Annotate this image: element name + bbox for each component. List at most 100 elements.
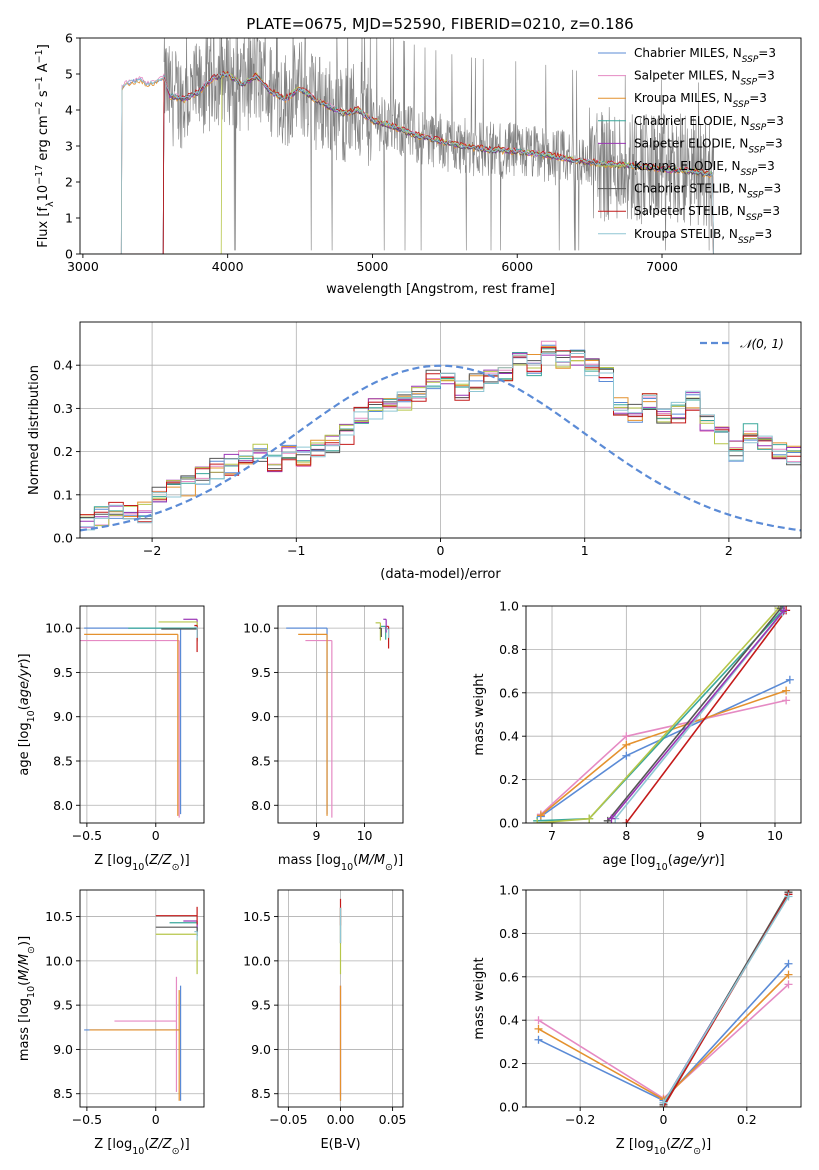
- axes-spectrum: 3000 4000 5000 6000 7000 0 1 2 3 4 5 6 Chabrier MILE…: [34, 31, 802, 297]
- plot-area: [533, 606, 794, 823]
- legend-label: Salpeter MILES, NSSP=3: [634, 69, 775, 88]
- label-part: (: [17, 981, 32, 986]
- y-tick-label: 0.2: [499, 772, 519, 787]
- label-part: Z [log: [616, 1137, 654, 1152]
- x-axis-label: Z [log10(Z/Z⊙)]: [616, 1137, 711, 1157]
- label-part: Z/Z: [148, 853, 172, 868]
- errorbar-salpeter-elodie: [383, 618, 387, 633]
- label-part: age/yr: [673, 853, 716, 868]
- series-kroupa-stelib: [611, 608, 787, 823]
- y-tick-label: 0.4: [499, 1013, 519, 1028]
- errorbar-salpeter-miles: [80, 639, 180, 818]
- errorbar-salpeter-miles: [114, 976, 178, 1092]
- y-tick-label: 8.0: [251, 798, 271, 813]
- legend-label: Chabrier STELIB, NSSP=3: [634, 182, 781, 201]
- series-line: [610, 609, 785, 820]
- label-part: 10: [26, 710, 37, 722]
- series-salpeter-miles: [536, 696, 791, 819]
- axes-age-vs-metallicity: −0.5 08.08.59.09.510.0Z [log10(Z/Z⊙)]age …: [17, 605, 205, 873]
- axes-frame: [79, 889, 205, 1108]
- x-tick-label: 0: [152, 828, 160, 843]
- plot-area: [534, 890, 793, 1107]
- observed-spectrum: [163, 38, 715, 251]
- y-tick-label: 0.4: [499, 729, 519, 744]
- y-tick-label: 1.0: [499, 599, 519, 614]
- legend-tail: =3: [757, 69, 775, 83]
- x-tick-label: −0.5: [72, 1112, 102, 1127]
- x-tick-label: 0: [660, 1112, 668, 1127]
- y-axis-label: mass [log10(M/M⊙)]: [17, 936, 37, 1061]
- errorbar-chabrier-stelib: [378, 627, 382, 637]
- axis: 9 10 8.0 8.5 9.0 9.5 10.0: [243, 605, 404, 843]
- label-part: −2: [34, 101, 45, 115]
- y-tick-label: 0.6: [499, 969, 519, 984]
- x-axis-label: E(B-V): [320, 1137, 360, 1152]
- x-tick-label: 0: [152, 1112, 160, 1127]
- x-tick-label: 3000: [67, 259, 99, 274]
- series-marker: [534, 1024, 543, 1033]
- label-part: Z [log: [94, 853, 132, 868]
- label-part: (: [144, 853, 149, 868]
- series-marker: [534, 1016, 543, 1025]
- x-tick-label: 1: [581, 543, 589, 558]
- label-part: Z/Z: [670, 1137, 694, 1152]
- plot-area: [286, 618, 390, 818]
- legend: 𝒩(0, 1): [700, 337, 784, 351]
- x-axis-label: wavelength [Angstrom, rest frame]: [326, 282, 555, 297]
- x-tick-label: 9: [697, 828, 705, 843]
- series-line: [537, 609, 783, 822]
- y-tick-label: 0.0: [53, 531, 73, 546]
- series-marker: [622, 819, 631, 823]
- series-marker: [536, 811, 545, 820]
- label-part: 10: [656, 862, 668, 873]
- y-tick-label: 3: [65, 139, 73, 154]
- series-marker: [782, 686, 791, 695]
- x-axis-label: Z [log10(Z/Z⊙)]: [94, 1137, 189, 1157]
- label-part: 10: [26, 986, 37, 998]
- errorbar-kroupa-elodie: [155, 933, 198, 975]
- y-tick-label: 9.0: [251, 1042, 271, 1057]
- histogram-chabrier-elodie: [80, 348, 801, 519]
- y-tick-label: 9.5: [251, 665, 271, 680]
- label-part: ⊙: [172, 862, 180, 873]
- series-chabrier-stelib: [603, 606, 785, 823]
- x-tick-label: −2: [143, 543, 161, 558]
- errorbar-chabrier-stelib: [161, 628, 198, 638]
- x-tick-label: −0.05: [269, 1112, 307, 1127]
- y-axis-label: Normed distribution: [27, 365, 42, 495]
- errorbar-salpeter-miles: [305, 639, 333, 818]
- y-tick-label: 8.5: [251, 1086, 271, 1101]
- legend-main: Salpeter MILES, N: [634, 69, 741, 83]
- x-axis-label: age [log10(age/yr)]: [602, 853, 724, 873]
- y-axis-label: age [log10(age/yr)]: [17, 653, 37, 775]
- x-tick-label: 8: [622, 828, 630, 843]
- label-part: 10: [132, 862, 144, 873]
- legend-main: Chabrier MILES, N: [634, 46, 742, 60]
- errorbar-chabrier-miles: [84, 985, 182, 1101]
- x-tick-label: 0.05: [379, 1112, 407, 1127]
- legend-sub: SSP: [738, 236, 755, 246]
- y-tick-label: 0.2: [499, 1056, 519, 1071]
- axis: −0.5 0 8.5 9.0 9.5 10.0 10.5: [45, 889, 205, 1127]
- label-part: )]: [180, 853, 190, 868]
- legend-main: Kroupa STELIB, N: [634, 227, 738, 241]
- y-tick-label: 0.8: [499, 642, 519, 657]
- legend-label: Salpeter STELIB, NSSP=3: [634, 204, 780, 223]
- legend-sub: SSP: [742, 55, 759, 65]
- y-tick-label: 9.0: [53, 709, 73, 724]
- y-tick-label: 10.0: [45, 953, 73, 968]
- y-tick-label: 9.0: [53, 1042, 73, 1057]
- series-marker: [659, 1098, 668, 1107]
- errorbar-kroupa-stelib: [194, 626, 198, 638]
- series-marker: [622, 751, 631, 760]
- legend-tail: =3: [765, 136, 783, 150]
- series-chabrier-elodie: [533, 606, 787, 823]
- figure-title: PLATE=0675, MJD=52590, FIBERID=0210, z=0…: [246, 15, 633, 33]
- y-axis-label: mass weight: [472, 957, 487, 1039]
- x-axis-label: mass [log10(M/M⊙)]: [278, 853, 403, 873]
- label-part: s: [36, 90, 51, 101]
- label-part: )]: [17, 936, 32, 946]
- label-part: (: [144, 1137, 149, 1152]
